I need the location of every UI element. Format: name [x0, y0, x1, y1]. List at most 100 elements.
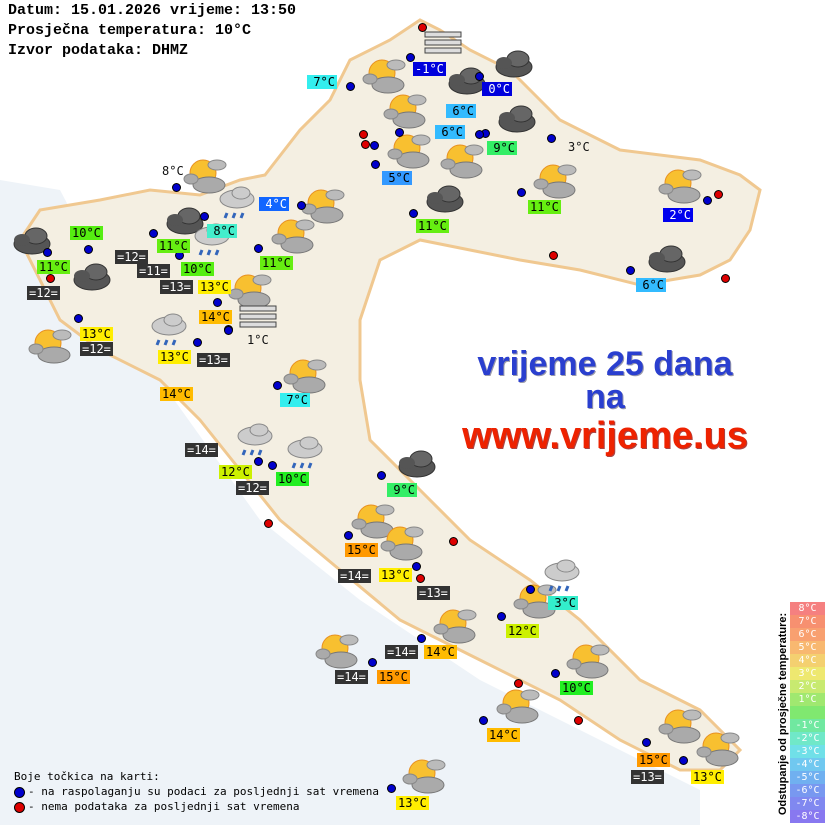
scale-item: -3°C [790, 745, 825, 758]
temperature-label: 13°C [80, 327, 113, 341]
station-dot-available[interactable] [368, 658, 377, 667]
station-dot-missing[interactable] [574, 716, 583, 725]
station-dot-available[interactable] [526, 585, 535, 594]
station-dot-available[interactable] [412, 562, 421, 571]
dark-cloud-icon [495, 50, 533, 78]
station-dot-available[interactable] [377, 471, 386, 480]
temperature-label: 11°C [528, 200, 561, 214]
station-dot-available[interactable] [254, 457, 263, 466]
station-dot-available[interactable] [387, 784, 396, 793]
temperature-label: -1°C [413, 62, 446, 76]
station-dot-available[interactable] [395, 128, 404, 137]
scale-item: -8°C [790, 810, 825, 823]
temperature-label: 14°C [424, 645, 457, 659]
station-dot-available[interactable] [547, 134, 556, 143]
sea-temperature-label: =13= [160, 280, 193, 294]
temperature-label: 14°C [487, 728, 520, 742]
temperature-label: 7°C [280, 393, 310, 407]
temperature-label: 10°C [181, 262, 214, 276]
sea-temperature-label: =12= [80, 342, 113, 356]
station-dot-available[interactable] [409, 209, 418, 218]
station-dot-available[interactable] [149, 229, 158, 238]
station-dot-available[interactable] [497, 612, 506, 621]
station-dot-available[interactable] [479, 716, 488, 725]
station-dot-available[interactable] [406, 53, 415, 62]
temperature-label: 12°C [219, 465, 252, 479]
station-dot-available[interactable] [475, 130, 484, 139]
partly-cloudy-icon [658, 709, 702, 744]
temperature-label: 5°C [382, 171, 412, 185]
station-dot-missing[interactable] [549, 251, 558, 260]
station-dot-missing[interactable] [714, 190, 723, 199]
temperature-label: 6°C [435, 125, 465, 139]
station-dot-missing[interactable] [721, 274, 730, 283]
promo-link[interactable]: www.vrijeme.us [462, 415, 748, 457]
station-dot-available[interactable] [551, 669, 560, 678]
sea-temperature-label: =13= [197, 353, 230, 367]
partly-cloudy-icon [440, 144, 484, 179]
partly-cloudy-icon [658, 169, 702, 204]
station-dot-available[interactable] [344, 531, 353, 540]
partly-cloudy-icon [402, 759, 446, 794]
station-dot-available[interactable] [679, 756, 688, 765]
sea-temperature-label: =12= [27, 286, 60, 300]
station-dot-missing[interactable] [359, 130, 368, 139]
legend-title: Boje točkica na karti: [14, 770, 160, 783]
scale-item: -2°C [790, 732, 825, 745]
station-dot-available[interactable] [254, 244, 263, 253]
dark-cloud-icon [398, 450, 436, 478]
station-dot-available[interactable] [475, 72, 484, 81]
station-dot-missing[interactable] [514, 679, 523, 688]
temperature-label: 4°C [259, 197, 289, 211]
station-dot-available[interactable] [371, 160, 380, 169]
temperature-label: 13°C [198, 280, 231, 294]
station-dot-available[interactable] [43, 248, 52, 257]
temperature-label: 3°C [548, 596, 578, 610]
dark-cloud-icon [498, 105, 536, 133]
station-dot-available[interactable] [74, 314, 83, 323]
scale-item: 3°C [790, 667, 825, 680]
station-dot-available[interactable] [200, 212, 209, 221]
partly-cloudy-icon [28, 329, 72, 364]
station-dot-available[interactable] [297, 201, 306, 210]
station-dot-missing[interactable] [264, 519, 273, 528]
date-time: Datum: 15.01.2026 vrijeme: 13:50 [8, 2, 297, 19]
station-dot-missing[interactable] [418, 23, 427, 32]
station-dot-available[interactable] [193, 338, 202, 347]
deviation-scale: 8°C 7°C 6°C 5°C 4°C 3°C 2°C 1°C -1°C -2°C -3°C -4°C… [790, 602, 825, 823]
station-dot-available[interactable] [273, 381, 282, 390]
station-dot-available[interactable] [517, 188, 526, 197]
sea-temperature-label: =13= [631, 770, 664, 784]
dark-cloud-icon [648, 245, 686, 273]
sea-temperature-label: =14= [185, 443, 218, 457]
scale-item: -4°C [790, 758, 825, 771]
station-dot-missing[interactable] [449, 537, 458, 546]
station-dot-available[interactable] [703, 196, 712, 205]
station-dot-missing[interactable] [416, 574, 425, 583]
station-dot-available[interactable] [370, 141, 379, 150]
station-dot-available[interactable] [642, 738, 651, 747]
promo-line-2: na [585, 378, 625, 416]
scale-item: 1°C [790, 693, 825, 706]
station-dot-available[interactable] [346, 82, 355, 91]
temperature-label: 11°C [157, 239, 190, 253]
station-dot-available[interactable] [268, 461, 277, 470]
station-dot-missing[interactable] [46, 274, 55, 283]
station-dot-available[interactable] [417, 634, 426, 643]
temperature-label: 3°C [568, 140, 590, 154]
dark-cloud-icon [426, 185, 464, 213]
dark-cloud-icon [448, 67, 486, 95]
average-temperature: Prosječna temperatura: 10°C [8, 22, 252, 39]
station-dot-available[interactable] [213, 298, 222, 307]
temperature-label: 10°C [560, 681, 593, 695]
station-dot-available[interactable] [626, 266, 635, 275]
scale-item: 5°C [790, 641, 825, 654]
station-dot-available[interactable] [172, 183, 181, 192]
temperature-label: 13°C [396, 796, 429, 810]
station-dot-available[interactable] [84, 245, 93, 254]
scale-item: 6°C [790, 628, 825, 641]
temperature-label: 1°C [247, 333, 269, 347]
station-dot-missing[interactable] [361, 140, 370, 149]
station-dot-available[interactable] [224, 326, 233, 335]
